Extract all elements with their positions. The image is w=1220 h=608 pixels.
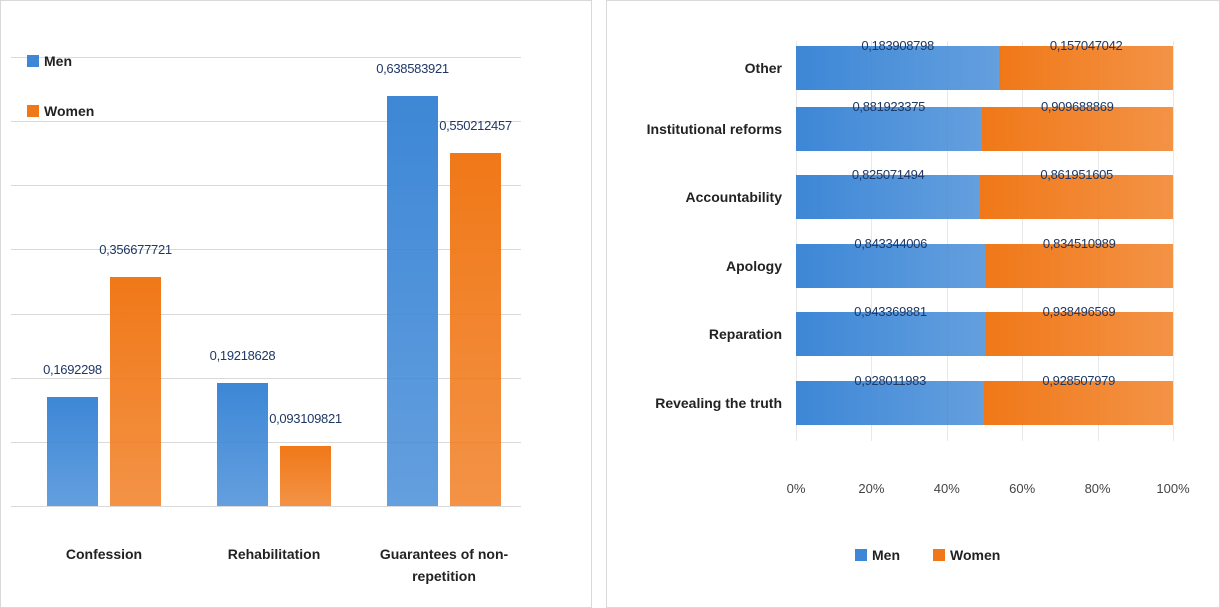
value-label: 0,638583921	[376, 61, 449, 77]
bar-segment	[796, 380, 985, 425]
tick-mark	[1173, 41, 1174, 441]
value-label: 0,550212457	[439, 118, 512, 134]
legend-swatch	[27, 55, 39, 67]
value-label: 0,19218628	[209, 347, 276, 363]
bar	[387, 96, 438, 506]
grid-line	[11, 313, 521, 315]
bar-segment	[984, 380, 1173, 425]
legend-label: Women	[950, 547, 1001, 563]
right-panel: 0% 20% 40% 60% 80% 100% Other 0,183908798 0,1570…	[606, 0, 1220, 608]
bar	[47, 397, 98, 506]
bar-segment	[984, 312, 1173, 356]
y-tick-label: Revealing the truth	[655, 394, 782, 411]
value-label: 0,834510989	[1042, 235, 1116, 251]
left-panel: Confession 0,1692298 0,356677721 Rehabilita…	[0, 0, 592, 608]
bar-segment	[981, 106, 1173, 151]
x-tick-label: 0%	[786, 481, 806, 496]
tick-mark	[946, 41, 948, 441]
x-tick-label: 40%	[933, 481, 960, 496]
y-tick-label: Reparation	[708, 326, 782, 342]
legend-label: Men	[44, 53, 72, 69]
value-label: 0,928011983	[854, 372, 927, 388]
tick-mark	[796, 41, 797, 441]
y-tick-label: Apology	[726, 257, 782, 274]
grid-line	[11, 185, 521, 187]
bar-segment	[796, 175, 981, 219]
tick-mark	[1097, 41, 1099, 441]
legend-swatch	[855, 549, 867, 561]
bar-segment	[796, 46, 1000, 90]
grid-line	[11, 57, 521, 58]
bar-segment	[985, 243, 1173, 288]
value-label: 0,183908798	[861, 38, 934, 53]
legend-item: Women	[27, 103, 94, 119]
legend-item: Men	[27, 53, 72, 69]
x-tick-label: 60%	[1009, 481, 1036, 496]
value-label: 0,928507979	[1042, 372, 1116, 388]
legend-swatch	[27, 105, 39, 117]
bar	[217, 382, 268, 506]
grid-line	[11, 377, 521, 379]
bar-segment	[796, 243, 986, 288]
value-label: 0,093109821	[269, 411, 342, 427]
grid-line	[11, 249, 521, 251]
x-tick-label: 20%	[858, 481, 885, 496]
x-tick-label: 80%	[1084, 481, 1111, 496]
y-tick-label: Institutional reforms	[646, 120, 782, 137]
tick-mark	[871, 41, 873, 441]
legend-item: Men	[855, 547, 900, 563]
grid-line	[11, 506, 521, 507]
value-label: 0,356677721	[99, 242, 172, 258]
value-label: 0,157047042	[1049, 38, 1123, 53]
value-label: 0,825071494	[851, 167, 925, 182]
value-label: 0,861951605	[1040, 167, 1113, 182]
value-label: 0,909688869	[1040, 98, 1114, 114]
bar	[280, 446, 331, 506]
y-tick-label: Other	[744, 60, 782, 76]
legend-swatch	[933, 549, 945, 561]
bar-segment	[999, 46, 1173, 90]
bar	[110, 277, 161, 506]
legend-label: Men	[872, 547, 900, 563]
x-tick-label: Confession	[65, 546, 143, 562]
value-label: 0,843344006	[854, 235, 928, 251]
y-tick-label: Accountability	[685, 189, 782, 205]
x-tick-label: Guarantees of non-repetition	[379, 546, 509, 584]
bar	[450, 153, 501, 506]
value-label: 0,881923375	[852, 98, 926, 114]
legend-label: Women	[44, 103, 95, 119]
value-label: 0,1692298	[43, 362, 102, 378]
bar-segment	[796, 312, 985, 356]
grid-line	[11, 121, 521, 123]
value-label: 0,938496569	[1042, 304, 1116, 319]
x-tick-label: 100%	[1156, 481, 1190, 496]
bar-segment	[980, 175, 1173, 219]
legend-item: Women	[933, 547, 1000, 563]
value-label: 0,943369881	[854, 304, 927, 319]
x-tick-label: Rehabilitation	[227, 546, 321, 562]
bar-segment	[796, 106, 982, 151]
tick-mark	[1022, 41, 1024, 441]
